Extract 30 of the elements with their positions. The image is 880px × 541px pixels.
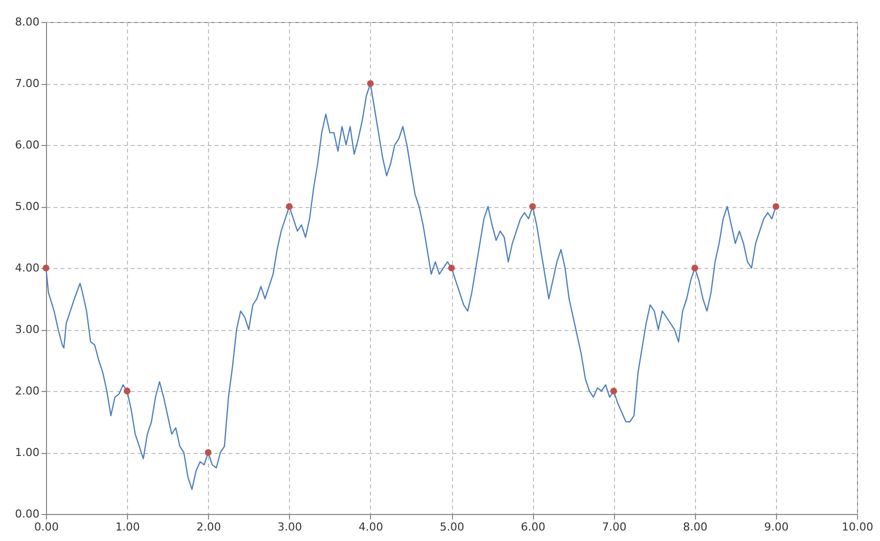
y-tick-label: 0.00 [15,508,40,520]
point [42,264,50,272]
x-tick-label: 6.00 [520,520,546,534]
y-tick-label: 5.00 [15,200,40,213]
x-tick-label: 9.00 [764,520,789,534]
point [367,80,374,87]
point [691,264,698,272]
y-tick-label: 2.00 [15,384,40,398]
y-tick-label: 1.00 [15,446,40,459]
x-tick-label: 4.00 [358,520,384,534]
y-tick-label: 3.00 [15,323,40,336]
x-tick-label: 2.00 [196,520,221,534]
y-tick-label: 4.00 [15,262,40,274]
point [772,203,780,210]
x-tick-label: 8.00 [683,520,708,534]
point [286,203,293,210]
y-tick-label: 8.00 [15,16,40,28]
x-tick-label: 7.00 [602,520,626,534]
x-tick-label: 10.00 [842,520,874,534]
x-tick-label: 0.00 [34,520,59,534]
y-tick-label: 6.00 [15,138,40,152]
point [124,388,130,394]
point [529,203,536,210]
y-tick-label: 7.00 [15,77,40,90]
x-tick-label: 1.00 [115,520,140,534]
x-tick-label: 3.00 [278,520,302,534]
x-tick-label: 5.00 [440,520,464,534]
point [448,264,455,272]
point [610,388,618,394]
point [204,449,212,456]
